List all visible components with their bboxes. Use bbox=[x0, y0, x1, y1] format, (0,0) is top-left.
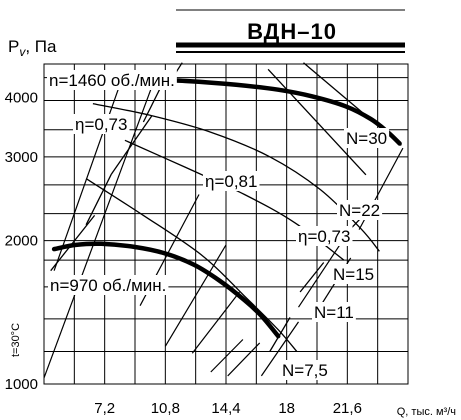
power-label-7-5-background bbox=[280, 360, 330, 380]
power-line-segment bbox=[85, 173, 112, 226]
temperature-note: t=30°C bbox=[10, 323, 22, 357]
power-label-11: N=11 bbox=[314, 303, 354, 322]
power-label-15-background bbox=[331, 264, 377, 284]
power-label-30: N=30 bbox=[346, 129, 387, 148]
y-axis-subscript: v bbox=[19, 45, 26, 59]
power-line-segment bbox=[50, 214, 96, 272]
efficiency-line bbox=[85, 178, 298, 352]
power-label-15: N=15 bbox=[333, 265, 374, 284]
title-block: ВДН–10 bbox=[176, 19, 405, 53]
x-tick-labels: 7,2 10,8 14,4 18 21,6 bbox=[94, 400, 362, 417]
x-tick-label: 14,4 bbox=[211, 400, 240, 417]
power-label-11-background bbox=[312, 302, 356, 322]
curve-labels: n=1460 об./мин. n=970 об./мин. η=0,73 η=0,8… bbox=[47, 70, 390, 380]
power-label-22-background bbox=[337, 200, 383, 220]
density-ray bbox=[227, 342, 261, 377]
power-label-7-5: N=7,5 bbox=[282, 361, 328, 380]
speed-label-1460-background bbox=[47, 70, 177, 90]
x-tick-label: 7,2 bbox=[94, 400, 115, 417]
efficiency-line bbox=[92, 102, 380, 252]
speed-label-970: n=970 об./мин. bbox=[50, 276, 166, 295]
y-axis-label: Pv, Па bbox=[8, 37, 57, 59]
efficiency-label-081: η=0,81 bbox=[205, 172, 257, 191]
power-line-segment bbox=[299, 262, 325, 293]
efficiency-label-073-upper-background bbox=[73, 114, 130, 134]
x-tick-label: 18 bbox=[278, 400, 295, 417]
y-tick-label: 1000 bbox=[5, 376, 38, 393]
density-ray bbox=[297, 238, 345, 308]
speed-label-970-background bbox=[48, 275, 169, 295]
x-axis-label: Q, тыс. м³/ч bbox=[397, 406, 456, 418]
efficiency-label-073-lower-background bbox=[296, 226, 353, 246]
efficiency-label-073-lower: η=0,73 bbox=[298, 227, 350, 246]
speed-label-1460: n=1460 об./мин. bbox=[49, 71, 175, 90]
y-axis-unit: , Па bbox=[25, 37, 57, 56]
density-ray bbox=[164, 244, 227, 347]
power-line-segment bbox=[269, 317, 291, 352]
efficiency-label-081-background bbox=[203, 171, 260, 191]
power-line-segment bbox=[267, 68, 367, 176]
x-tick-label: 21,6 bbox=[333, 400, 362, 417]
x-tick-label: 10,8 bbox=[151, 400, 180, 417]
efficiency-label-073-upper: η=0,73 bbox=[75, 115, 127, 134]
density-ray bbox=[191, 291, 240, 354]
y-tick-label: 3000 bbox=[5, 149, 38, 166]
power-line-segment bbox=[110, 115, 153, 175]
y-tick-labels: 1000 2000 3000 4000 bbox=[5, 89, 38, 393]
y-tick-label: 2000 bbox=[5, 233, 38, 250]
density-ray bbox=[260, 321, 299, 377]
power-label-22: N=22 bbox=[339, 201, 380, 220]
chart-title: ВДН–10 bbox=[247, 19, 337, 44]
density-ray bbox=[210, 339, 244, 373]
density-ray bbox=[43, 77, 156, 379]
y-axis-symbol: P bbox=[8, 37, 19, 56]
y-tick-label: 4000 bbox=[5, 89, 38, 106]
speed-curve bbox=[51, 241, 281, 339]
power-label-30-background bbox=[344, 128, 390, 148]
